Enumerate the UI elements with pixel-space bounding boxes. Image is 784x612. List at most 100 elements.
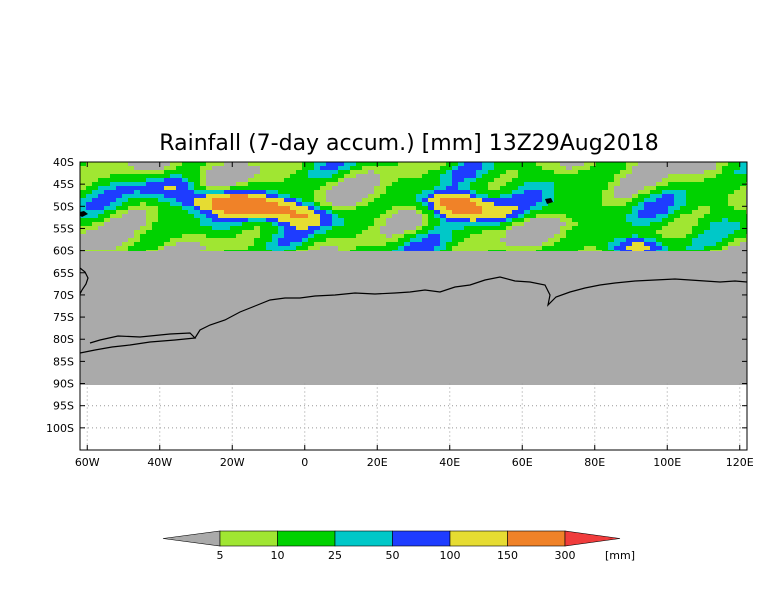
rain-cell — [410, 190, 417, 195]
rain-cell — [128, 174, 135, 179]
rain-cell — [482, 174, 489, 179]
rain-cell — [464, 234, 471, 239]
rain-cell — [416, 186, 423, 191]
rain-cell — [146, 166, 153, 171]
rain-cell — [92, 186, 99, 191]
rain-cell — [290, 238, 297, 243]
rain-cell — [170, 178, 177, 183]
rain-cell — [176, 246, 183, 251]
rain-cell — [422, 170, 429, 175]
rain-cell — [362, 222, 369, 227]
rain-cell — [302, 206, 309, 211]
rain-cell — [290, 214, 297, 219]
rain-cell — [230, 218, 237, 223]
rain-cell — [284, 238, 291, 243]
rain-cell — [224, 194, 231, 199]
rain-cell — [512, 234, 519, 239]
rain-cell — [152, 222, 159, 227]
rain-cell — [206, 186, 213, 191]
rain-cell — [566, 198, 573, 203]
rain-cell — [650, 226, 657, 231]
rain-cell — [242, 242, 249, 247]
rain-cell — [248, 218, 255, 223]
rain-cell — [500, 194, 507, 199]
rain-cell — [386, 170, 393, 175]
rain-cell — [152, 190, 159, 195]
rain-cell — [104, 170, 111, 175]
rain-cell — [104, 194, 111, 199]
rain-cell — [602, 234, 609, 239]
lon-tick-label: 0 — [301, 456, 308, 469]
rain-cell — [602, 210, 609, 215]
rain-cell — [194, 178, 201, 183]
rain-cell — [374, 218, 381, 223]
rain-cell — [428, 214, 435, 219]
rain-cell — [716, 218, 723, 223]
rain-cell — [650, 186, 657, 191]
rain-cell — [602, 170, 609, 175]
rain-cell — [650, 234, 657, 239]
rain-cell — [626, 210, 633, 215]
rain-cell — [596, 238, 603, 243]
rain-cell — [362, 178, 369, 183]
rain-cell — [710, 194, 717, 199]
rain-cell — [500, 202, 507, 207]
rain-cell — [584, 198, 591, 203]
rain-cell — [620, 206, 627, 211]
rain-cell — [524, 190, 531, 195]
rain-cell — [104, 226, 111, 231]
rain-cell — [560, 214, 567, 219]
rain-cell — [176, 238, 183, 243]
rain-cell — [602, 218, 609, 223]
rain-cell — [278, 206, 285, 211]
rain-cell — [530, 214, 537, 219]
rain-cell — [662, 166, 669, 171]
rain-cell — [554, 242, 561, 247]
rain-cell — [584, 238, 591, 243]
rain-cell — [704, 214, 711, 219]
rain-cell — [332, 198, 339, 203]
rain-cell — [452, 238, 459, 243]
rain-cell — [86, 178, 93, 183]
rain-cell — [704, 162, 711, 167]
rain-cell — [200, 238, 207, 243]
rain-cell — [356, 194, 363, 199]
rain-cell — [692, 202, 699, 207]
rain-cell — [644, 182, 651, 187]
rain-cell — [464, 174, 471, 179]
rain-cell — [332, 178, 339, 183]
rain-cell — [590, 206, 597, 211]
rain-cell — [560, 178, 567, 183]
rain-cell — [722, 238, 729, 243]
rain-cell — [278, 170, 285, 175]
rain-cell — [92, 194, 99, 199]
rain-cell — [308, 198, 315, 203]
rain-cell — [356, 222, 363, 227]
rain-cell — [158, 166, 165, 171]
rain-cell — [266, 246, 273, 251]
rain-cell — [326, 166, 333, 171]
rain-cell — [404, 218, 411, 223]
rain-cell — [542, 190, 549, 195]
colorbar-bin — [392, 530, 451, 547]
rain-cell — [530, 194, 537, 199]
rain-cell — [158, 174, 165, 179]
rain-cell — [158, 178, 165, 183]
rain-cell — [590, 230, 597, 235]
rain-cell — [116, 170, 123, 175]
rain-cell — [230, 198, 237, 203]
rain-cell — [704, 206, 711, 211]
rain-cell — [704, 242, 711, 247]
antarctic-coastline — [80, 276, 747, 354]
rain-cell — [284, 234, 291, 239]
rain-cell — [158, 242, 165, 247]
rain-cell — [296, 174, 303, 179]
rain-cell — [422, 226, 429, 231]
rain-cell — [692, 206, 699, 211]
rain-cell — [308, 218, 315, 223]
rain-cell — [488, 186, 495, 191]
rain-cell — [674, 194, 681, 199]
rain-cell — [158, 170, 165, 175]
rain-cell — [656, 206, 663, 211]
rain-cell — [254, 178, 261, 183]
